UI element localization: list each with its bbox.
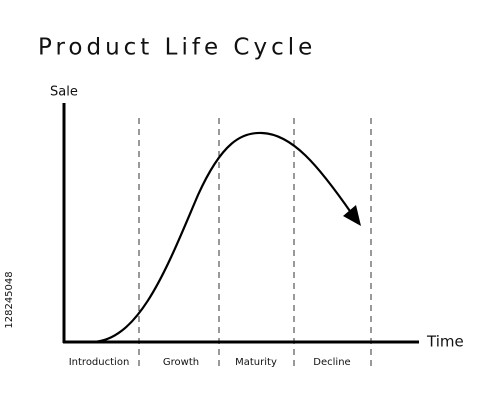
stage-label: Decline (313, 357, 350, 368)
watermark: 128245048 (4, 271, 15, 328)
stage-dividers (138, 118, 372, 368)
stage-label: Maturity (235, 357, 277, 368)
y-axis-label: Sale (50, 85, 78, 100)
stage-label: Growth (163, 357, 199, 368)
title: Product Life Cycle (38, 35, 316, 61)
life-cycle-curve (91, 131, 353, 344)
stage-labels: Introduction Growth Maturity Decline (69, 357, 351, 368)
arrowhead (343, 205, 361, 226)
stage-label: Introduction (69, 357, 130, 368)
x-axis-label: Time (426, 333, 464, 351)
